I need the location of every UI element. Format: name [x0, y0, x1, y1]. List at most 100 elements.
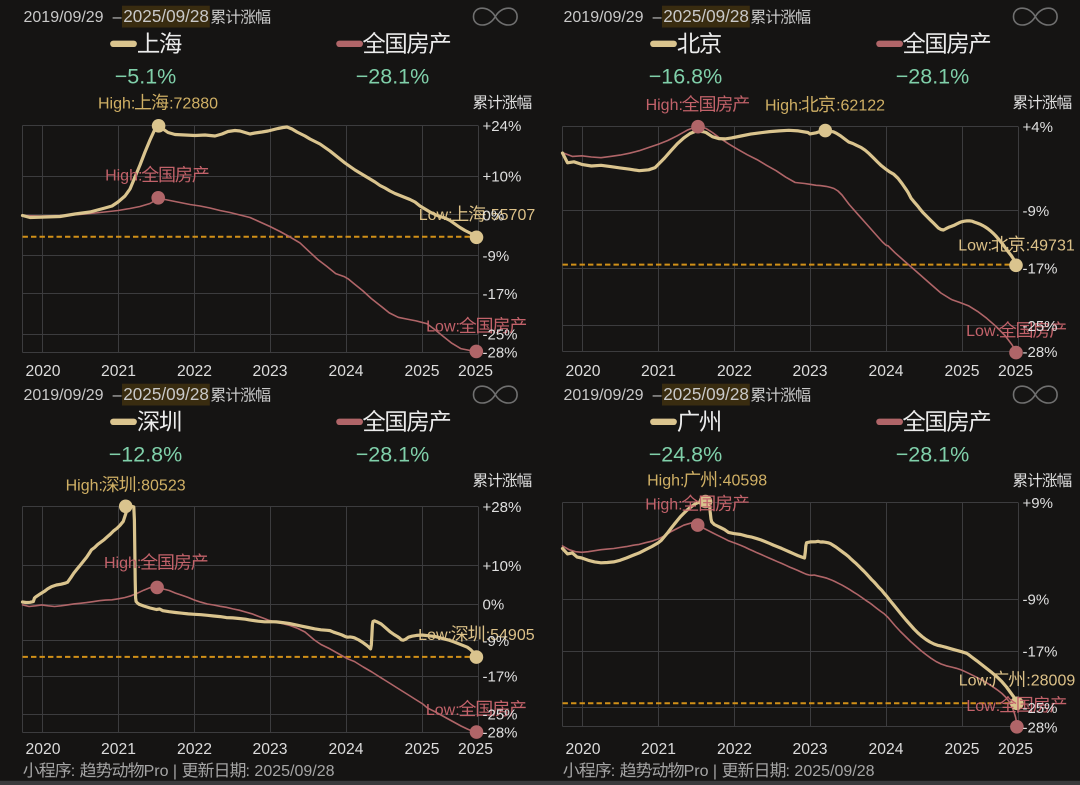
- svg-text:2025: 2025: [458, 363, 493, 380]
- svg-text::80523: :80523: [137, 478, 186, 495]
- svg-text:-25%: -25%: [483, 707, 518, 724]
- svg-text:-28%: -28%: [1023, 719, 1058, 736]
- svg-text:Pro |: Pro |: [144, 763, 178, 780]
- svg-text:Pro |: Pro |: [684, 763, 718, 780]
- svg-text:2025/09/28: 2025/09/28: [663, 7, 749, 26]
- svg-text:: 2025/09/28: : 2025/09/28: [786, 763, 875, 780]
- svg-text:+28%: +28%: [483, 499, 522, 516]
- svg-text:+4%: +4%: [1023, 119, 1053, 136]
- svg-text:2025/09/28: 2025/09/28: [123, 385, 209, 404]
- svg-text:–: –: [113, 9, 122, 26]
- svg-text:Low:: Low:: [959, 672, 993, 689]
- svg-text:2019/09/29: 2019/09/29: [564, 387, 644, 404]
- svg-text:: 2025/09/28: : 2025/09/28: [246, 763, 335, 780]
- svg-text:0%: 0%: [483, 207, 505, 224]
- svg-text:Low:: Low:: [419, 207, 453, 224]
- svg-text:2025/09/28: 2025/09/28: [123, 7, 209, 26]
- svg-text:-25%: -25%: [483, 326, 518, 343]
- svg-text:2022: 2022: [717, 741, 752, 758]
- svg-text:High:: High:: [765, 98, 802, 115]
- svg-text:−28.1%: −28.1%: [356, 65, 430, 89]
- svg-text::: :: [611, 763, 615, 780]
- svg-text:-17%: -17%: [483, 286, 518, 303]
- svg-text:2020: 2020: [566, 741, 601, 758]
- svg-text:2025: 2025: [998, 741, 1033, 758]
- svg-text:2025: 2025: [945, 363, 980, 380]
- svg-text:−5.1%: −5.1%: [115, 65, 177, 89]
- svg-text:−28.1%: −28.1%: [896, 65, 970, 89]
- svg-text:2023: 2023: [793, 363, 828, 380]
- svg-text:Low:: Low:: [426, 319, 460, 336]
- svg-text:−12.8%: −12.8%: [109, 443, 183, 467]
- svg-text:2019/09/29: 2019/09/29: [564, 9, 644, 26]
- svg-text:-17%: -17%: [1023, 261, 1058, 278]
- svg-text::40598: :40598: [718, 473, 767, 490]
- svg-text:High:: High:: [66, 478, 103, 495]
- svg-text:0%: 0%: [483, 596, 505, 613]
- svg-text:-9%: -9%: [483, 248, 510, 265]
- svg-text:2025: 2025: [405, 363, 440, 380]
- svg-text:-28%: -28%: [1023, 344, 1058, 361]
- svg-text:2025/09/28: 2025/09/28: [663, 385, 749, 404]
- svg-text:+10%: +10%: [483, 168, 522, 185]
- svg-text:−28.1%: −28.1%: [896, 443, 970, 467]
- svg-text:2024: 2024: [869, 363, 904, 380]
- svg-text:High:: High:: [645, 497, 682, 514]
- svg-text:-9%: -9%: [483, 633, 510, 650]
- svg-text:2025: 2025: [998, 363, 1033, 380]
- svg-text:–: –: [653, 9, 662, 26]
- svg-text:High:: High:: [98, 95, 135, 112]
- svg-text:2023: 2023: [253, 741, 288, 758]
- svg-text:–: –: [113, 387, 122, 404]
- svg-text:2023: 2023: [253, 363, 288, 380]
- svg-text:-25%: -25%: [1023, 318, 1058, 335]
- svg-text:-9%: -9%: [1023, 592, 1050, 609]
- svg-text:-25%: -25%: [1023, 700, 1058, 717]
- svg-text:2021: 2021: [101, 741, 136, 758]
- svg-text:-17%: -17%: [483, 668, 518, 685]
- svg-text:2022: 2022: [717, 363, 752, 380]
- svg-text::: :: [71, 763, 75, 780]
- svg-text:2020: 2020: [26, 363, 61, 380]
- svg-text:2024: 2024: [329, 363, 364, 380]
- svg-text:Low:: Low:: [958, 237, 992, 254]
- svg-text::28009: :28009: [1026, 672, 1075, 689]
- svg-text:2019/09/29: 2019/09/29: [24, 9, 104, 26]
- svg-text:2025: 2025: [945, 741, 980, 758]
- svg-text:−16.8%: −16.8%: [649, 65, 723, 89]
- svg-text::54905: :54905: [486, 627, 535, 644]
- svg-text::72880: :72880: [169, 95, 218, 112]
- svg-text:2021: 2021: [641, 363, 676, 380]
- svg-text:2024: 2024: [329, 741, 364, 758]
- svg-text:Low:: Low:: [418, 627, 452, 644]
- svg-text:2021: 2021: [101, 363, 136, 380]
- svg-text:2025: 2025: [458, 741, 493, 758]
- svg-text:2021: 2021: [641, 741, 676, 758]
- svg-text:2020: 2020: [566, 363, 601, 380]
- svg-text:High:: High:: [105, 168, 142, 185]
- svg-text:2022: 2022: [177, 363, 212, 380]
- svg-text::62122: :62122: [836, 98, 885, 115]
- svg-text:2023: 2023: [793, 741, 828, 758]
- svg-text:-28%: -28%: [483, 344, 518, 361]
- svg-text:High:: High:: [647, 473, 684, 490]
- svg-text:Low:: Low:: [966, 698, 1000, 715]
- svg-text:-17%: -17%: [1023, 644, 1058, 661]
- svg-text:High:: High:: [104, 555, 141, 572]
- svg-text::49731: :49731: [1026, 237, 1075, 254]
- svg-text:-28%: -28%: [483, 724, 518, 741]
- svg-text:2019/09/29: 2019/09/29: [24, 387, 104, 404]
- svg-text:2022: 2022: [177, 741, 212, 758]
- svg-text:2025: 2025: [405, 741, 440, 758]
- svg-text:−28.1%: −28.1%: [356, 443, 430, 467]
- svg-text:2020: 2020: [26, 741, 61, 758]
- svg-text:+10%: +10%: [483, 558, 522, 575]
- svg-text:Low:: Low:: [426, 702, 460, 719]
- svg-text::55707: :55707: [486, 207, 535, 224]
- svg-text:–: –: [653, 387, 662, 404]
- svg-text:2024: 2024: [869, 741, 904, 758]
- svg-text:Low:: Low:: [966, 323, 1000, 340]
- svg-text:High:: High:: [646, 97, 683, 114]
- svg-text:−24.8%: −24.8%: [649, 443, 723, 467]
- svg-text:+9%: +9%: [1023, 495, 1053, 512]
